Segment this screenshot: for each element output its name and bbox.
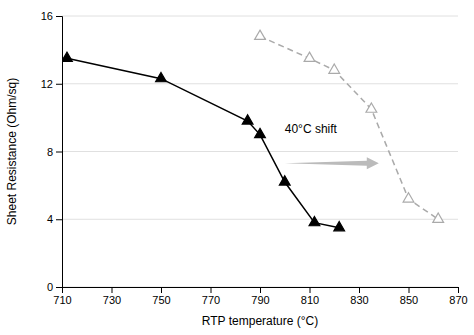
tick: 830 [350, 287, 368, 306]
point [329, 64, 340, 73]
point [309, 216, 320, 225]
tick-mark [161, 287, 162, 293]
tick-label: 750 [152, 294, 170, 306]
tick: 4 [47, 213, 62, 225]
series-line [260, 36, 438, 219]
tick-mark [56, 152, 62, 153]
tick-label: 730 [103, 294, 121, 306]
point [334, 222, 345, 231]
annotation: 40°C shift [285, 122, 338, 136]
tick-label: 12 [41, 78, 53, 90]
tick: 750 [152, 287, 170, 306]
point [242, 115, 253, 124]
tick: 810 [301, 287, 319, 306]
tick-label: 830 [350, 294, 368, 306]
point [433, 213, 444, 222]
x-axis-title: RTP temperature (°C) [202, 314, 318, 328]
axis-line [56, 17, 63, 288]
tick-label: 16 [41, 10, 53, 22]
point [279, 176, 290, 185]
point [366, 103, 377, 112]
tick-mark [56, 219, 62, 220]
y-axis-title: Sheet Resistance (Ohm/sq) [5, 78, 19, 225]
grid [62, 16, 458, 287]
tick-label: 4 [47, 213, 53, 225]
x-axis: 710 730 750 770 790 810 830 850 870 [53, 287, 467, 306]
plot-area: 710 730 750 770 790 810 830 850 870 0 4 8 12 16 40°C s… [41, 10, 468, 306]
tick-label: 790 [251, 294, 269, 306]
arrow [285, 157, 379, 169]
point [304, 52, 315, 61]
tick: 870 [449, 287, 467, 306]
tick-label: 710 [53, 294, 71, 306]
tick: 16 [41, 10, 62, 22]
tick: 12 [41, 78, 62, 90]
tick: 790 [251, 287, 269, 306]
tick-mark [56, 287, 62, 288]
tick-mark [211, 287, 212, 293]
grid-line [62, 151, 458, 152]
tick: 770 [202, 287, 220, 306]
tick: 0 [47, 281, 62, 293]
tick-mark [409, 287, 410, 293]
tick-mark [310, 287, 311, 293]
chart: 710 730 750 770 790 810 830 850 870 0 4 8 12 16 40°C s… [0, 0, 474, 335]
data-layer [62, 30, 444, 231]
grid-line [62, 83, 458, 84]
point [62, 52, 72, 61]
y-axis: 0 4 8 12 16 [41, 10, 63, 293]
tick: 8 [47, 146, 62, 158]
grid-line [62, 219, 458, 220]
tick-label: 0 [47, 281, 53, 293]
tick-mark [56, 84, 62, 85]
tick-mark [112, 287, 113, 293]
tick-mark [56, 16, 62, 17]
point [403, 193, 414, 202]
tick-label: 870 [449, 294, 467, 306]
tick-mark [359, 287, 360, 293]
point [156, 72, 167, 81]
point [255, 128, 266, 137]
tick-label: 8 [47, 146, 53, 158]
point [255, 30, 266, 39]
annotations: 40°C shift [285, 122, 338, 136]
grid-line [62, 16, 458, 17]
series-line [67, 58, 339, 227]
tick-mark [458, 287, 459, 293]
tick: 730 [103, 287, 121, 306]
tick: 850 [400, 287, 418, 306]
tick-mark [260, 287, 261, 293]
tick: 710 [53, 287, 71, 306]
tick-label: 770 [202, 294, 220, 306]
tick-label: 850 [400, 294, 418, 306]
tick-label: 810 [301, 294, 319, 306]
axis-line [63, 288, 459, 294]
